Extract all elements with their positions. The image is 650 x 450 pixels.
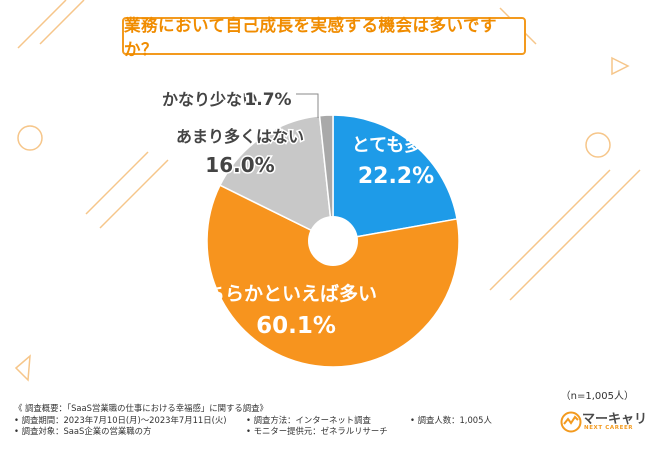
logo-name: マーキャリ (582, 412, 648, 427)
slice-label: とても多い (352, 134, 441, 156)
decor-triangle (611, 56, 630, 76)
survey-footer: 《 調査概要：「SaaS営業職の仕事における幸福感」に関する調査》 • 調査期間… (14, 403, 534, 438)
slice-value-label: 22.2% (358, 164, 434, 189)
decor-line (39, 0, 85, 45)
decor-circle (585, 132, 611, 158)
decor-line (489, 169, 611, 291)
slice-not-many (219, 114, 334, 243)
survey-title: 《 調査概要：「SaaS営業職の仕事における幸福感」に関する調査》 (14, 403, 268, 413)
sample-size-label: （n=1,005人） (560, 391, 634, 402)
decor-line (17, 0, 67, 49)
logo-mark-icon (560, 411, 582, 433)
decor-line (99, 159, 169, 229)
slice-label: あまり多くはない (176, 127, 304, 146)
slice-very-many (332, 114, 458, 242)
survey-count: • 調査人数：1,005人 (410, 414, 492, 425)
brand-logo: マーキャリ NEXT CAREER (560, 408, 647, 438)
slice-label: かなり少ない (162, 90, 258, 109)
decor-line (509, 169, 641, 301)
survey-method: • 調査方法：インターネット調査 (246, 414, 371, 425)
slice-value-label: 60.1% (256, 313, 336, 339)
decor-triangle (14, 354, 31, 382)
slice-very-few (318, 114, 334, 242)
leader-line (296, 93, 319, 118)
chart-title: 業務において自己成長を実感する機会は多いですか？ (122, 16, 526, 59)
survey-period: • 調査期間：2023年7月10日(月)～2023年7月11日(火) (14, 414, 227, 425)
survey-provider: • モニター提供元：ゼネラルリサーチ (246, 426, 388, 436)
slice-value-label: 1.7% (244, 90, 291, 110)
decor-circle (17, 125, 43, 151)
donut-hole (308, 216, 358, 266)
survey-target: • 調査対象：SaaS企業の営業職の方 (14, 426, 152, 436)
decor-line (85, 151, 149, 215)
slice-value-label: 16.0% (205, 153, 274, 177)
logo-subtitle: NEXT CAREER (584, 425, 634, 431)
slice-somewhat-many (206, 184, 460, 368)
slice-label: どちらかといえば多い (187, 282, 377, 305)
